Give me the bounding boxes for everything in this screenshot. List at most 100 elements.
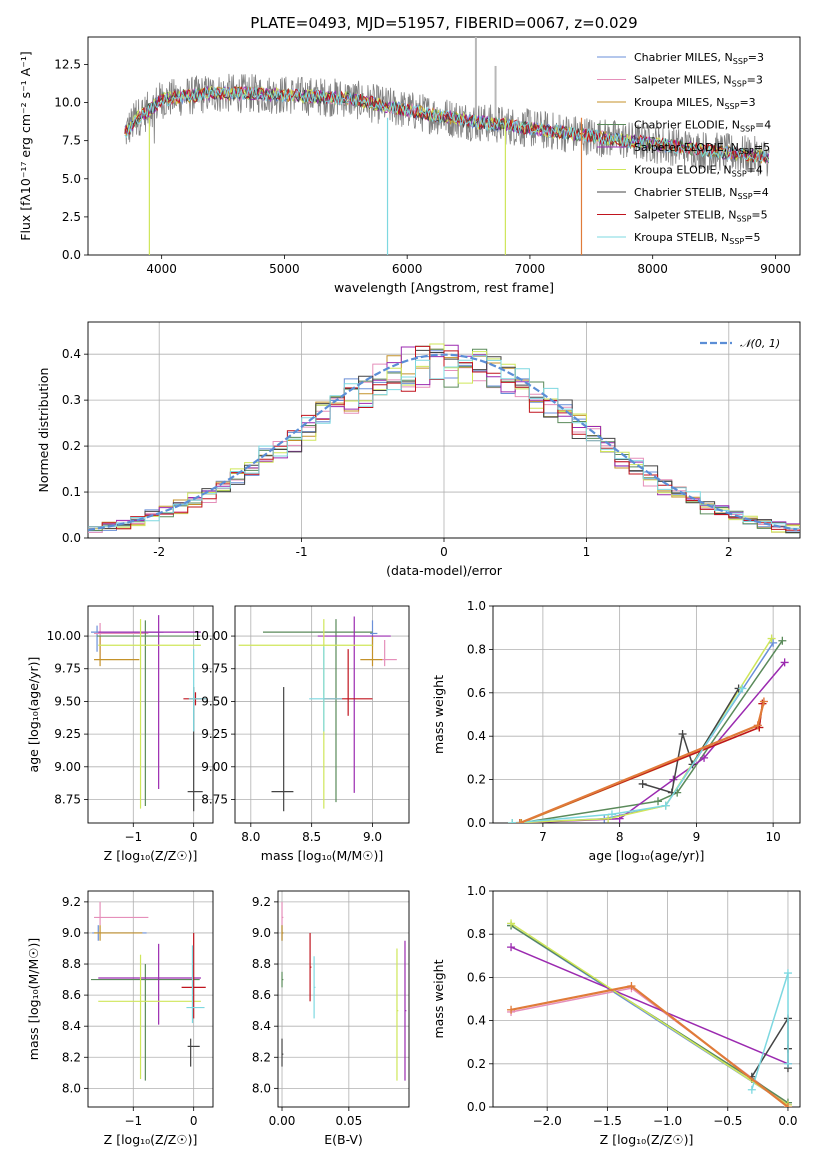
data-point <box>783 969 792 978</box>
legend-sep: , N <box>718 51 733 64</box>
y-axis-label: age [log₁₀(age/yr)] <box>26 657 41 773</box>
legend-label: Kroupa ELODIE, NSSP=4 <box>634 164 763 179</box>
x-tick-label: 0.00 <box>269 1114 296 1128</box>
y-tick-label: 10.0 <box>54 96 81 110</box>
legend-nssp: 4 <box>764 119 771 132</box>
errorbars <box>91 901 206 1081</box>
legend-sep: , N <box>721 209 736 222</box>
legend-name: Kroupa ELODIE <box>634 164 716 177</box>
spectrum-panel: 4000 5000 6000 7000 8000 9000 0.0 2.5 5.0 7.5 10.0… <box>18 36 801 295</box>
errorbars <box>238 616 397 812</box>
legend-nssp: 4 <box>762 186 769 199</box>
axes-frame <box>492 605 801 824</box>
legend-sub: SSP <box>733 57 748 66</box>
legend-sub: SSP <box>738 192 753 201</box>
hist-kroupa-stelib <box>88 355 800 529</box>
legend-sub: SSP <box>732 170 747 179</box>
data-point <box>638 779 647 788</box>
x-axis-label: E(B-V) <box>324 1132 363 1147</box>
x-tick-label: −1 <box>124 1114 142 1128</box>
data-point <box>517 819 526 823</box>
legend-nssp: 3 <box>757 51 764 64</box>
y-tick-label: 8.8 <box>62 957 81 971</box>
mass-weight-vs-age-panel: 7 8 9 10 0.0 0.2 0.4 0.6 0.8 1.0 age [log₁₀(age/yr… <box>431 599 801 863</box>
y-tick-label: 9.00 <box>201 760 228 774</box>
x-tick-label: −2.0 <box>533 1114 562 1128</box>
series-line-kroupa-stelib <box>512 688 744 823</box>
y-axis-label: mass [log₁₀(M/M☉)] <box>26 938 41 1060</box>
y-tick-label: 9.25 <box>201 727 228 741</box>
series-line-chabrier-elodie <box>519 640 783 823</box>
x-tick-label: 8.5 <box>302 830 321 844</box>
legend-label: Salpeter STELIB, NSSP=5 <box>634 209 768 224</box>
legend-eq: = <box>753 186 762 199</box>
legend-sep: , N <box>716 164 731 177</box>
legend-label: Chabrier ELODIE, NSSP=4 <box>634 119 771 134</box>
y-tick-label: 8.75 <box>54 792 81 806</box>
gaussian-curve <box>88 353 798 531</box>
x-tick-label: 7000 <box>515 262 546 276</box>
y-tick-label: 0.0 <box>62 248 81 262</box>
data-point <box>507 919 516 928</box>
series-line-chabrier-stelib <box>751 1015 789 1078</box>
x-tick-label: 8.0 <box>241 830 260 844</box>
y-tick-label: 9.50 <box>201 694 228 708</box>
y-tick-label: 0.2 <box>62 439 81 453</box>
residual-histogram-panel: -2 -1 0 1 2 0.0 0.1 0.2 0.3 0.4 (data-model)/error… <box>36 321 801 578</box>
y-tick-label: 9.00 <box>54 760 81 774</box>
age-vs-mass-panel: 8.0 8.5 9.0 8.75 9.00 9.25 9.50 9.75 10.00 mass [… <box>194 605 410 863</box>
figure-title: PLATE=0493, MJD=51957, FIBERID=0067, z=0… <box>250 14 637 32</box>
data-point <box>507 1005 516 1014</box>
y-tick-label: 0.2 <box>467 1057 486 1071</box>
data-point <box>627 982 636 991</box>
y-tick-label: 0.6 <box>467 686 486 700</box>
y-tick-label: 8.2 <box>252 1050 271 1064</box>
legend-sep: , N <box>716 74 731 87</box>
x-axis-label: (data-model)/error <box>386 563 503 578</box>
y-tick-label: 8.4 <box>62 1019 81 1033</box>
legend-eq: = <box>747 74 756 87</box>
series-line-kroupa-elodie <box>512 638 773 823</box>
legend-eq: = <box>744 231 753 244</box>
legend-eq: = <box>754 141 763 154</box>
y-tick-label: 9.75 <box>201 662 228 676</box>
y-tick-label: 0.1 <box>62 485 81 499</box>
data-point <box>515 819 524 823</box>
y-tick-label: 2.5 <box>62 210 81 224</box>
legend-name: Chabrier STELIB <box>634 186 722 199</box>
series-line-salpeter-elodie <box>510 946 789 1065</box>
x-tick-label: −1 <box>124 830 142 844</box>
legend-nssp: 4 <box>756 164 763 177</box>
axes-frame <box>234 605 410 824</box>
legend-sub: SSP <box>740 125 755 134</box>
legend-label: Chabrier MILES, NSSP=3 <box>634 51 764 66</box>
series-line-chabrier-miles <box>512 642 774 823</box>
legend-sub: SSP <box>739 147 754 156</box>
legend-name: Kroupa STELIB <box>634 231 714 244</box>
axes-frame <box>492 890 801 1108</box>
legend-sub: SSP <box>724 102 739 111</box>
axes-frame <box>87 36 801 256</box>
data-point <box>780 658 789 667</box>
y-tick-label: 1.0 <box>467 884 486 898</box>
data-point <box>759 697 768 706</box>
x-axis-label: wavelength [Angstrom, rest frame] <box>334 280 554 295</box>
legend-eq: = <box>748 51 757 64</box>
y-tick-label: 10.00 <box>47 629 81 643</box>
y-tick-label: 0.4 <box>62 347 81 361</box>
legend-sep: , N <box>714 231 729 244</box>
y-axis-label: Normed distribution <box>36 368 51 493</box>
data-point <box>747 1085 756 1094</box>
data-point <box>654 797 663 806</box>
series-line-chabrier-stelib <box>642 688 740 794</box>
legend-eq: = <box>747 164 756 177</box>
mass-vs-extinction-panel: 0.00 0.05 8.0 8.2 8.4 8.6 8.8 9.0 9.2 E(B-V) <box>252 890 410 1147</box>
model-spectrum-kroupa-stelib <box>124 86 770 164</box>
age-vs-metallicity-panel: −1 0 8.75 9.00 9.25 9.50 9.75 10.00 Z [log₁₀(Z/Z… <box>26 605 214 863</box>
y-tick-label: 7.5 <box>62 134 81 148</box>
histogram-steps <box>88 343 800 534</box>
y-tick-label: 0.0 <box>467 816 486 830</box>
legend-sep: , N <box>724 141 739 154</box>
y-tick-label: 0.0 <box>467 1100 486 1114</box>
axes-frame <box>87 890 214 1108</box>
